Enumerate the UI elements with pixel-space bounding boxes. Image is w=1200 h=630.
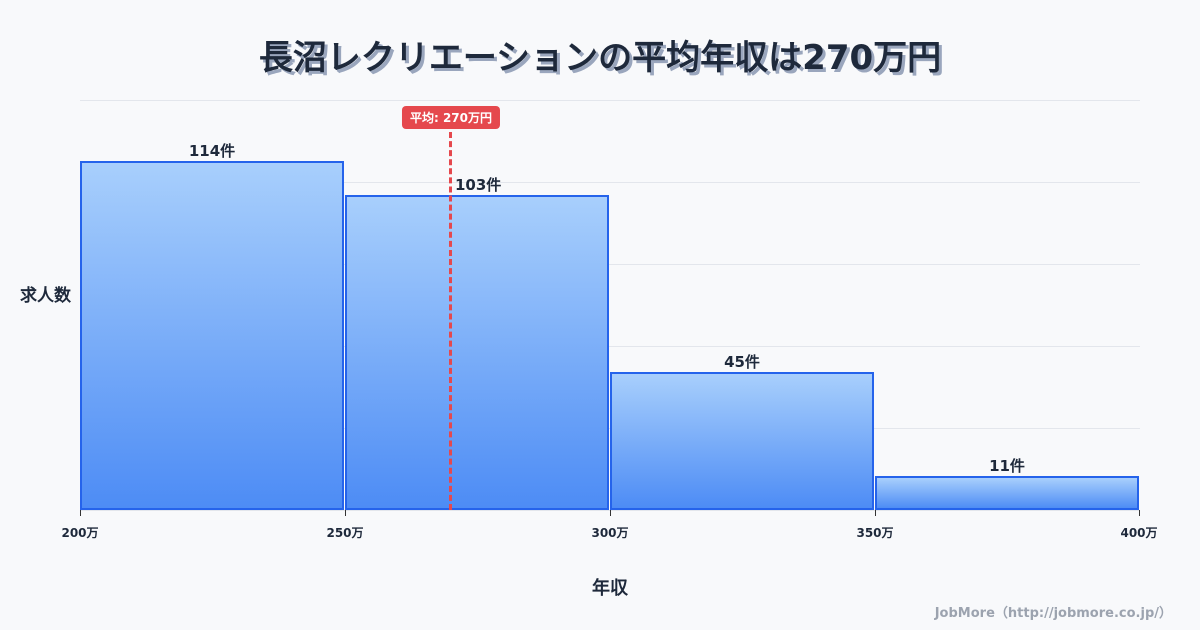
credit-link[interactable]: JobMore（http://jobmore.co.jp/） bbox=[934, 606, 1172, 621]
bar-value-label: 103件 bbox=[455, 176, 502, 194]
x-tick bbox=[875, 510, 876, 516]
gridline bbox=[80, 100, 1140, 101]
gridline bbox=[80, 182, 1140, 183]
gridline bbox=[80, 346, 1140, 347]
bar-value-label: 11件 bbox=[989, 457, 1025, 475]
x-tick bbox=[1139, 510, 1140, 516]
mean-badge: 平均: 270万円 bbox=[401, 106, 501, 129]
x-tick-label: 300万 bbox=[591, 526, 629, 540]
y-axis-label: 求人数 bbox=[20, 286, 71, 306]
x-tick bbox=[80, 510, 81, 516]
chart-title: 長沼レクリエーションの平均年収は270万円 bbox=[258, 38, 942, 78]
x-tick-label: 400万 bbox=[1120, 526, 1158, 540]
x-axis-label: 年収 bbox=[592, 578, 628, 599]
plot-area: 114件 103件 45件 11件 平均: 270万円 200万 250万 30… bbox=[61, 100, 1158, 540]
x-tick bbox=[610, 510, 611, 516]
histogram-bar[interactable] bbox=[610, 372, 874, 510]
bar-value-label: 45件 bbox=[724, 353, 760, 371]
x-tick-label: 250万 bbox=[326, 526, 364, 540]
bar-value-label: 114件 bbox=[188, 142, 236, 160]
histogram-bar[interactable] bbox=[345, 195, 609, 510]
histogram-bar[interactable] bbox=[80, 161, 344, 510]
mean-line bbox=[449, 132, 452, 510]
x-tick-label: 350万 bbox=[856, 526, 894, 540]
gridline bbox=[80, 264, 1140, 265]
x-tick bbox=[345, 510, 346, 516]
histogram-bar[interactable] bbox=[875, 476, 1139, 510]
x-tick-label: 200万 bbox=[61, 526, 99, 540]
